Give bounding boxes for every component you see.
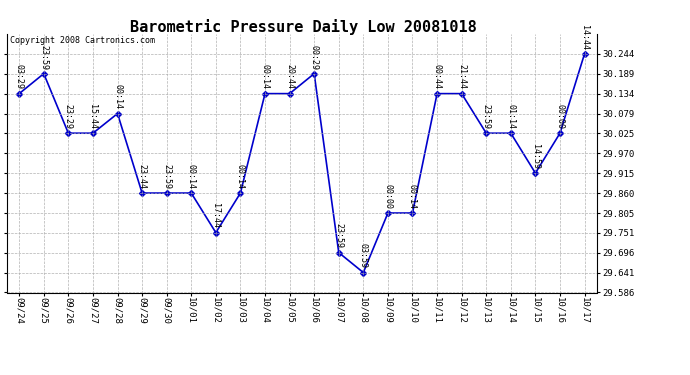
Text: 00:14: 00:14 xyxy=(113,84,122,109)
Text: 23:59: 23:59 xyxy=(39,45,48,69)
Text: 23:44: 23:44 xyxy=(137,164,146,189)
Text: 03:59: 03:59 xyxy=(359,243,368,268)
Text: 00:00: 00:00 xyxy=(555,104,564,129)
Text: 14:44: 14:44 xyxy=(580,24,589,50)
Text: 00:14: 00:14 xyxy=(187,164,196,189)
Text: 23:59: 23:59 xyxy=(334,224,343,248)
Text: 00:00: 00:00 xyxy=(384,184,393,209)
Text: 15:44: 15:44 xyxy=(88,104,97,129)
Text: Copyright 2008 Cartronics.com: Copyright 2008 Cartronics.com xyxy=(10,36,155,45)
Text: 00:29: 00:29 xyxy=(310,45,319,69)
Text: 03:29: 03:29 xyxy=(14,64,23,90)
Text: 14:59: 14:59 xyxy=(531,144,540,169)
Text: 01:14: 01:14 xyxy=(506,104,515,129)
Text: 23:59: 23:59 xyxy=(162,164,171,189)
Text: 00:14: 00:14 xyxy=(236,164,245,189)
Text: 00:44: 00:44 xyxy=(433,64,442,90)
Text: 20:44: 20:44 xyxy=(285,64,294,90)
Text: 21:44: 21:44 xyxy=(457,64,466,90)
Text: 23:59: 23:59 xyxy=(482,104,491,129)
Text: 00:14: 00:14 xyxy=(408,184,417,209)
Text: 23:29: 23:29 xyxy=(64,104,73,129)
Text: 00:14: 00:14 xyxy=(261,64,270,90)
Text: Barometric Pressure Daily Low 20081018: Barometric Pressure Daily Low 20081018 xyxy=(130,19,477,35)
Text: 17:44: 17:44 xyxy=(211,204,220,228)
